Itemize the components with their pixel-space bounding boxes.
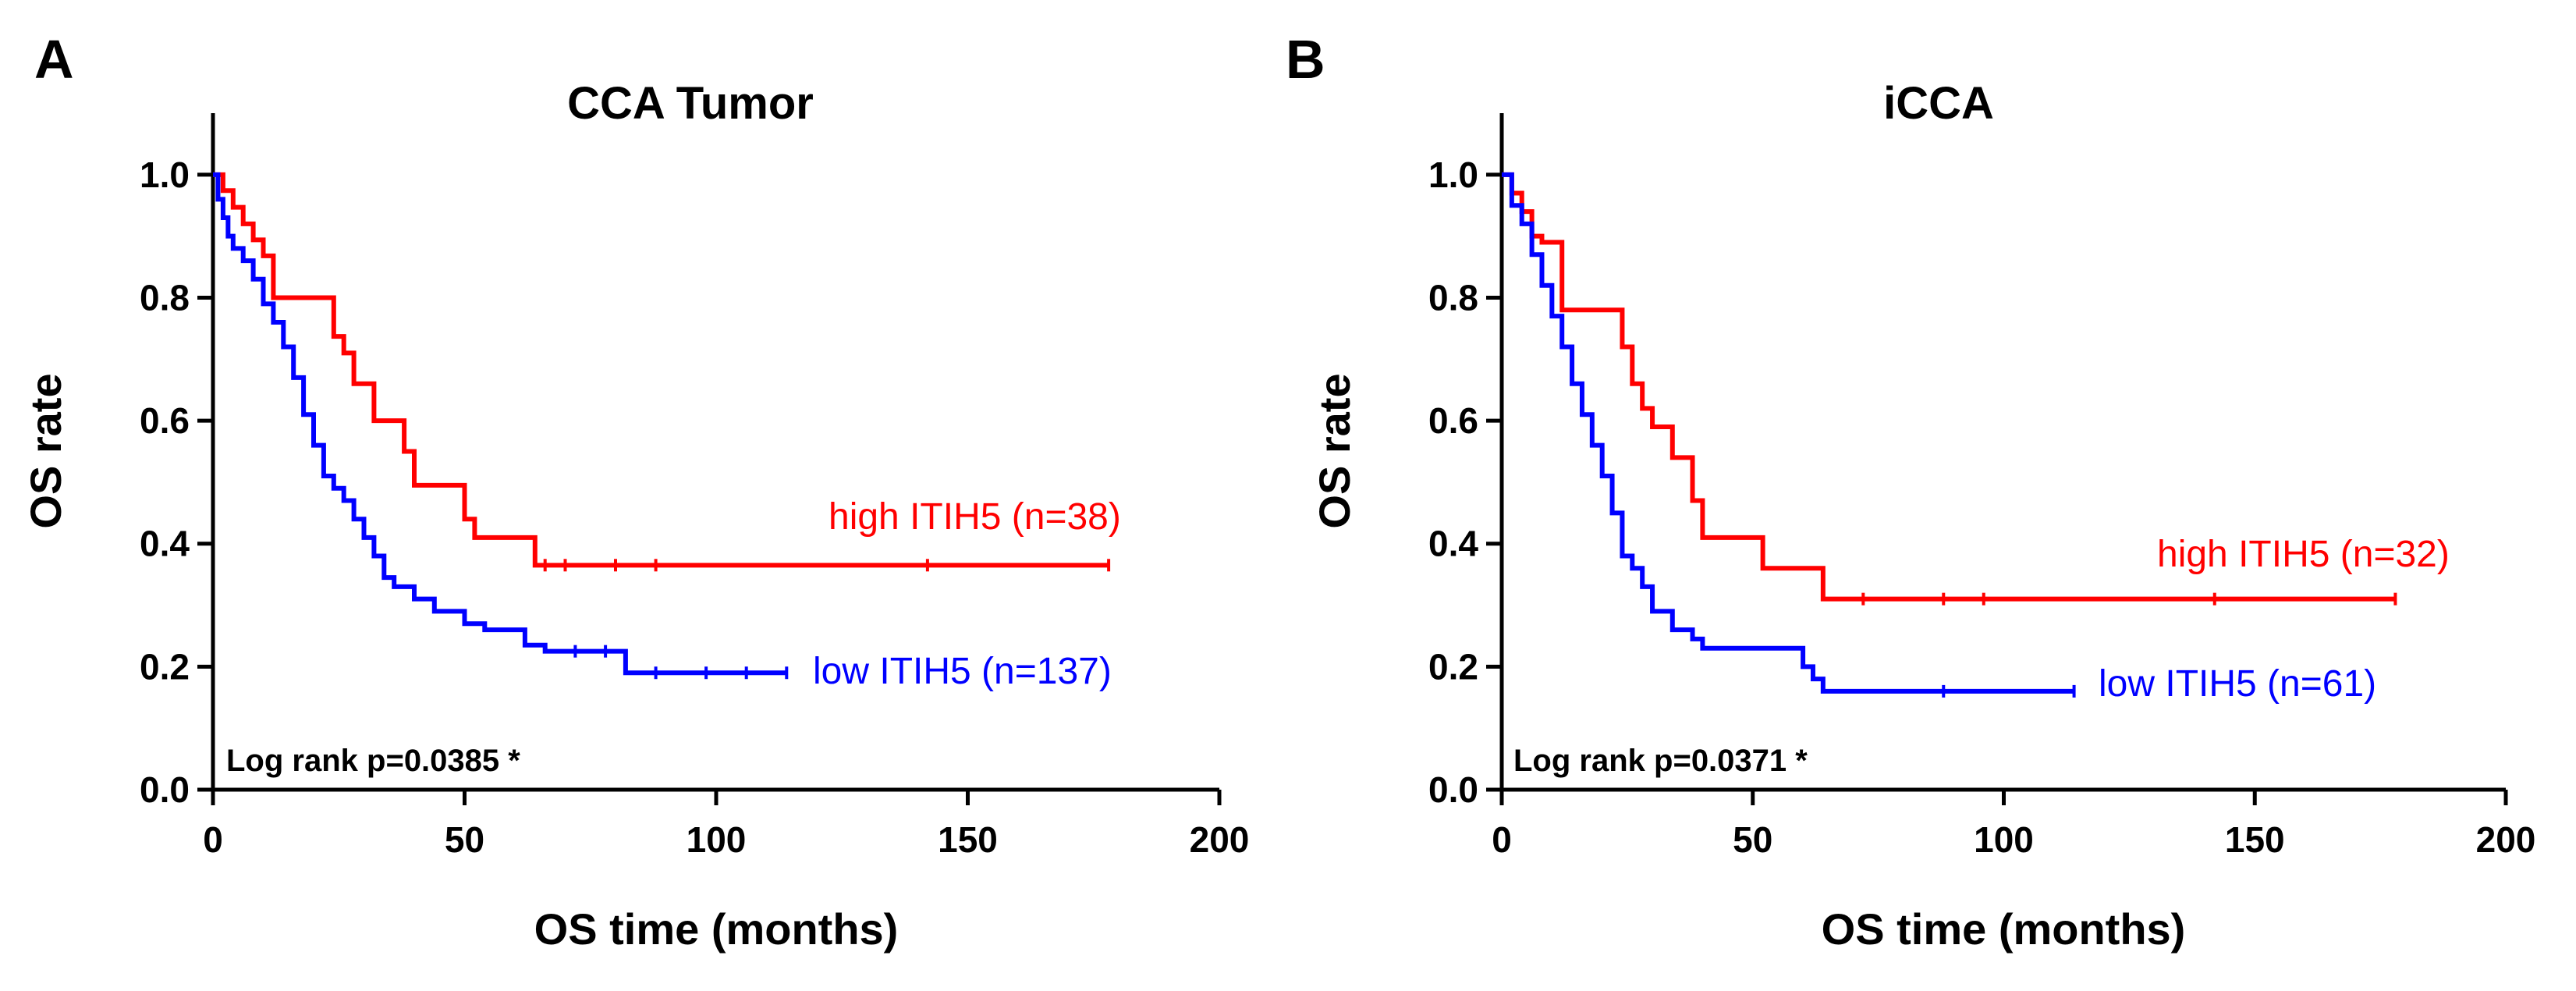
panel-a-series [213, 172, 1111, 680]
panel-a-xtick-label-0: 0 [203, 819, 223, 860]
panel-b-x-ticks: 0 50 100 150 200 [1492, 790, 2535, 860]
panel-b-letter: B [1286, 29, 1325, 90]
panel-b-series [1502, 172, 2397, 698]
panel-a: A CCA Tumor 0.0 0.2 0.4 0.6 0.8 1.0 0 50 100 150… [21, 29, 1249, 954]
panel-a-x-ticks: 0 50 100 150 200 [203, 790, 1249, 860]
panel-a-ytick-label-5: 1.0 [140, 155, 190, 195]
panel-a-ytick-label-1: 0.2 [140, 646, 190, 687]
panel-b-series-low-line [1502, 172, 2074, 694]
panel-b-xtick-label-2: 100 [1974, 819, 2034, 860]
panel-b-x-label: OS time (months) [1822, 904, 2186, 954]
panel-a-ytick-label-0: 0.0 [140, 769, 190, 810]
panel-a-series-high-line [213, 172, 1109, 568]
panel-b-y-label: OS rate [1310, 373, 1359, 528]
panel-b-title: iCCA [1883, 78, 1994, 129]
panel-a-letter: A [34, 29, 74, 90]
panel-a-y-label: OS rate [21, 373, 70, 528]
panel-a-legend-high: high ITIH5 (n=38) [829, 496, 1121, 538]
panel-a-xtick-label-1: 50 [445, 819, 484, 860]
panel-b-xtick-label-1: 50 [1733, 819, 1772, 860]
panel-b-logrank: Log rank p=0.0371 * [1513, 744, 1808, 778]
panel-a-series-low-line [213, 172, 787, 676]
panel-a-ytick-label-4: 0.8 [140, 277, 190, 318]
panel-a-title: CCA Tumor [567, 78, 814, 129]
panel-a-legend-low: low ITIH5 (n=137) [813, 651, 1112, 692]
panel-b-ytick-label-4: 0.8 [1428, 277, 1478, 318]
panel-a-x-label: OS time (months) [534, 904, 899, 954]
panel-a-xtick-label-3: 150 [938, 819, 998, 860]
panel-b-xtick-label-0: 0 [1492, 819, 1512, 860]
panel-a-y-ticks: 0.0 0.2 0.4 0.6 0.8 1.0 [140, 155, 213, 810]
panel-b-ytick-label-1: 0.2 [1428, 646, 1478, 687]
panel-b-ytick-label-2: 0.4 [1428, 524, 1478, 564]
panel-a-xtick-label-4: 200 [1190, 819, 1250, 860]
panel-b-xtick-label-3: 150 [2225, 819, 2285, 860]
panel-b-ytick-label-0: 0.0 [1428, 769, 1478, 810]
panel-b-xtick-label-4: 200 [2476, 819, 2536, 860]
panel-a-ytick-label-2: 0.4 [140, 524, 190, 564]
panel-a-ytick-label-3: 0.6 [140, 400, 190, 441]
panel-b-legend-high: high ITIH5 (n=32) [2157, 534, 2450, 575]
panel-a-xtick-label-2: 100 [687, 819, 747, 860]
panel-b: B iCCA 0.0 0.2 0.4 0.6 0.8 1.0 0 50 100 150 200 O… [1286, 29, 2535, 954]
panel-b-ytick-label-3: 0.6 [1428, 400, 1478, 441]
panel-a-logrank: Log rank p=0.0385 * [226, 744, 520, 778]
panel-b-legend-low: low ITIH5 (n=61) [2099, 663, 2376, 705]
panel-b-ytick-label-5: 1.0 [1428, 155, 1478, 195]
panel-b-y-ticks: 0.0 0.2 0.4 0.6 0.8 1.0 [1428, 155, 1502, 810]
